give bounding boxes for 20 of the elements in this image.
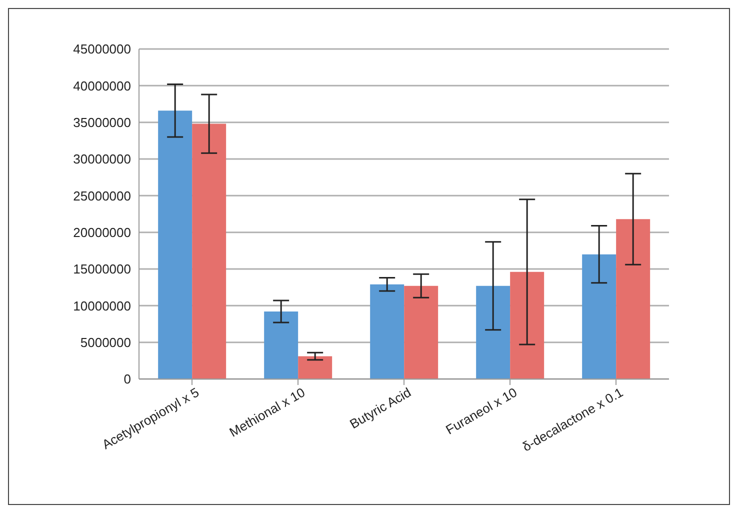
bar (476, 286, 510, 379)
y-tick-label: 10000000 (73, 298, 131, 314)
bar (370, 284, 404, 379)
y-tick-label: 0 (124, 372, 131, 387)
bar (192, 124, 226, 379)
bar (616, 219, 650, 379)
y-tick-label: 5000000 (80, 334, 131, 350)
y-tick-label: 30000000 (73, 152, 131, 167)
y-tick-label: 45000000 (73, 42, 131, 57)
y-tick-label: 35000000 (73, 114, 131, 130)
y-tick-label: 20000000 (73, 224, 131, 240)
bar (298, 356, 332, 379)
bar (264, 312, 298, 379)
bar (404, 286, 438, 379)
y-tick-label: 15000000 (73, 262, 131, 277)
bar (158, 110, 192, 379)
y-tick-label: 25000000 (73, 188, 131, 204)
bar (510, 272, 544, 379)
bar (582, 254, 616, 379)
y-tick-label: 40000000 (73, 78, 131, 94)
